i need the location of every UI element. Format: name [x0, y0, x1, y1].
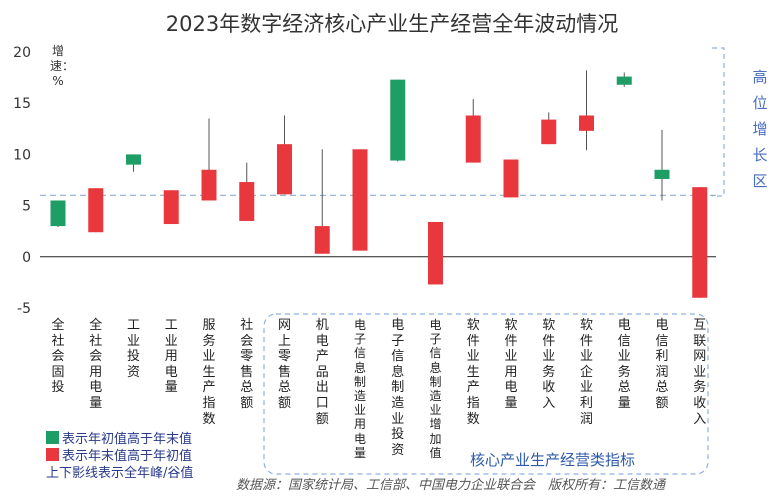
source-note: 数据源：国家统计局、工信部、中国电力企业联合会 版权所有：工信数通: [236, 478, 666, 493]
high-growth-zone-label: 高位增长区: [752, 68, 768, 190]
candle-body: [503, 159, 519, 198]
candle-body: [163, 190, 179, 225]
x-tick-label: 软件业务收入: [542, 318, 556, 411]
x-tick-label: 电子信息制造业用电量: [353, 318, 366, 460]
x-tick-label: 电信利润总额: [655, 318, 669, 411]
x-tick-label: 社会零售总额: [240, 318, 254, 411]
x-tick-label: 电子信息制造业增加值: [429, 318, 442, 460]
chart-title: 2023年数字经济核心产业生产经营全年波动情况: [165, 12, 619, 36]
y-tick-label: 15: [13, 96, 31, 112]
x-tick-label: 软件业生产指数: [466, 318, 480, 427]
candle-body: [541, 119, 557, 145]
legend-red-text: 表示年末值高于年初值: [62, 449, 193, 464]
y-tick-label: -5: [17, 301, 31, 317]
legend-green: 表示年初值高于年末值: [46, 428, 192, 447]
x-tick-label: 全社会用电量: [89, 318, 103, 411]
candle-body: [465, 115, 481, 163]
x-tick-label: 网上零售总额: [277, 318, 291, 411]
x-tick-label: 服务业生产指数: [202, 318, 216, 427]
candle-body: [314, 226, 330, 254]
candle-body: [88, 188, 104, 233]
y-tick-label: 10: [13, 147, 31, 163]
y-tick-label: 0: [22, 250, 31, 266]
candle-body: [239, 182, 255, 221]
x-tick-label: 机电产品出口额: [315, 318, 329, 427]
candle-body: [126, 154, 141, 165]
legend-red: 表示年末值高于年初值: [46, 445, 192, 464]
candle-body: [654, 169, 670, 179]
x-tick-label: 全社会固投: [51, 318, 65, 396]
candle-body: [692, 187, 708, 298]
candle-body: [201, 169, 217, 201]
core-indicators-label: 核心产业生产经营类指标: [470, 451, 636, 469]
legend-green-text: 表示年初值高于年末值: [62, 432, 193, 447]
legend-red-swatch: [46, 448, 59, 461]
y-tick-label: 20: [13, 45, 31, 61]
x-tick-label: 软件业用电量: [504, 318, 518, 411]
x-tick-label: 电子信息制造业投资: [391, 318, 405, 458]
candle-body: [616, 76, 632, 85]
legend-note: 上下影线表示全年峰/谷值: [46, 466, 194, 481]
x-tick-label: 工业用电量: [164, 318, 178, 396]
x-tick-label: 电信业务总量: [617, 318, 631, 411]
candle-body: [428, 221, 443, 285]
legend-green-swatch: [46, 431, 59, 444]
x-tick-label: 软件业企业利润: [579, 318, 593, 427]
candle-body: [390, 79, 406, 161]
high-growth-bracket: [712, 47, 725, 197]
x-tick-label: 互联网业务收入: [693, 318, 707, 427]
candle-body: [277, 144, 292, 195]
core-indicators-box: [263, 313, 709, 475]
candle-body: [50, 200, 66, 227]
candle-body: [579, 115, 594, 131]
candle-body: [352, 149, 368, 251]
x-tick-label: 工业投资: [126, 318, 140, 380]
y-tick-label: 5: [22, 199, 31, 215]
